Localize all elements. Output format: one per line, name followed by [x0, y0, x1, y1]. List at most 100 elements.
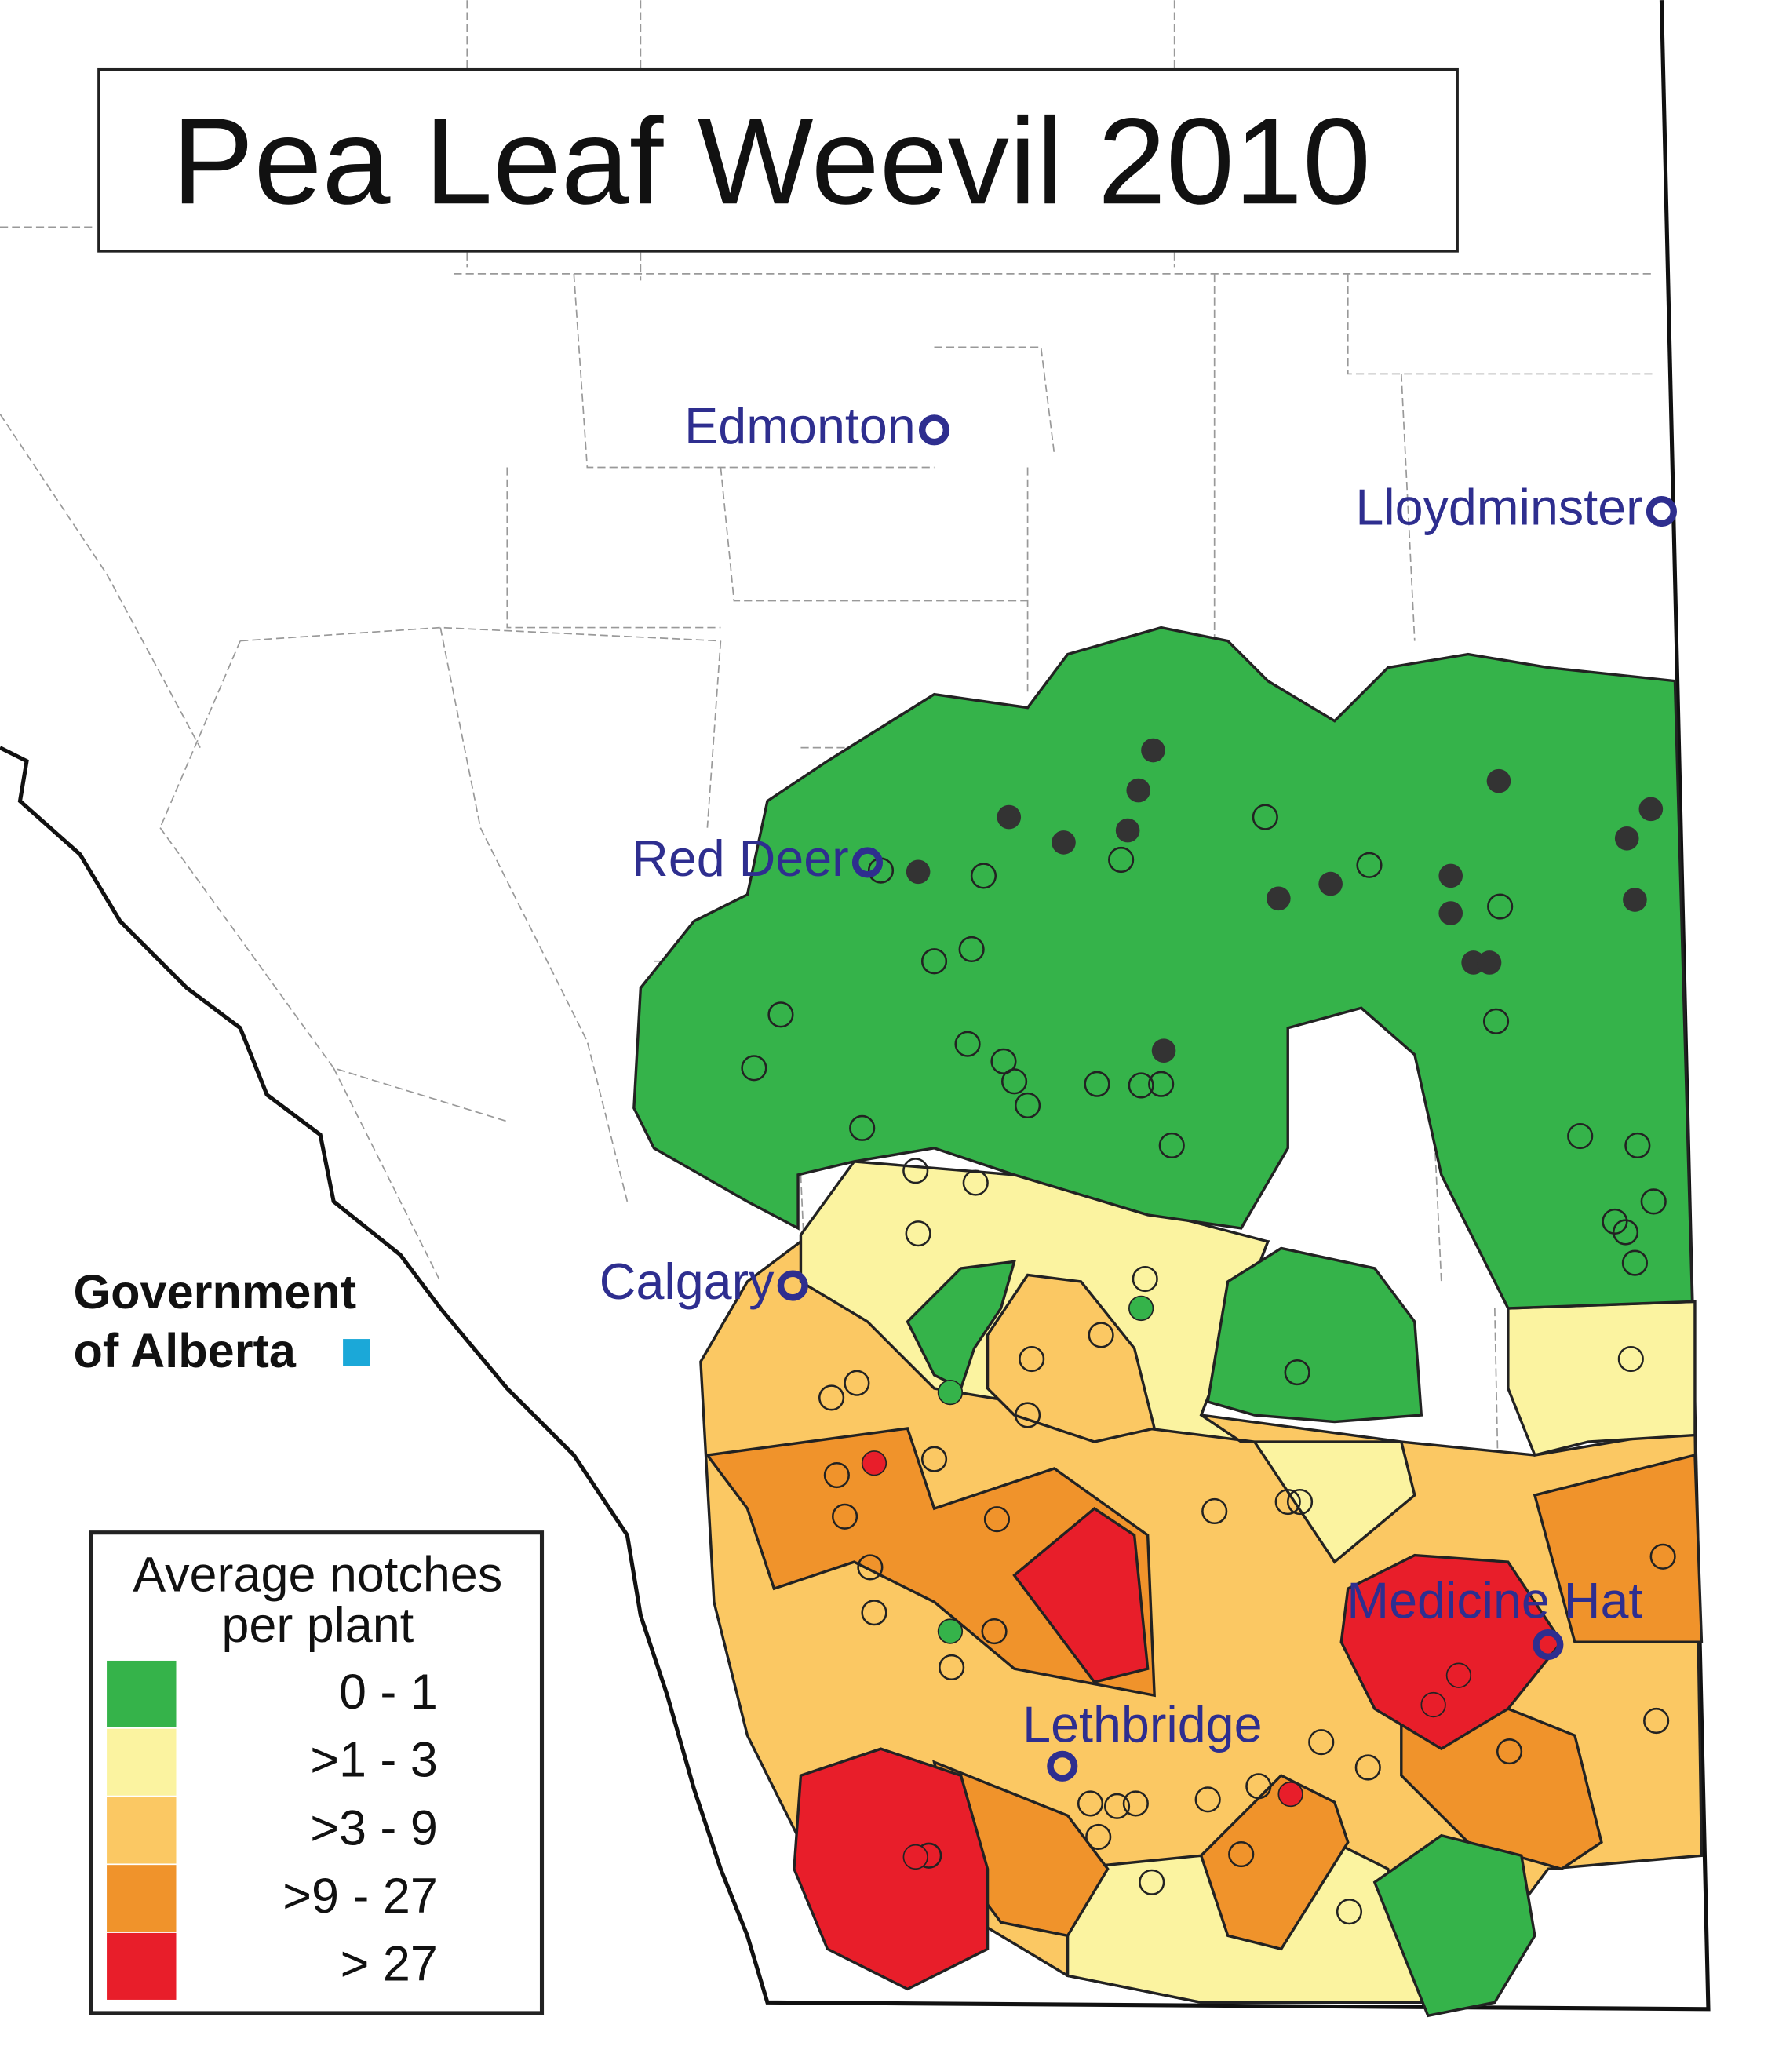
site [981, 1618, 1008, 1645]
site [962, 1169, 989, 1196]
site [861, 1450, 888, 1476]
site [1267, 886, 1291, 911]
city-label: Lloydminster [1355, 480, 1642, 536]
site [1308, 1729, 1335, 1756]
region [1372, 1833, 1536, 2018]
site [1318, 871, 1343, 896]
site [1624, 1132, 1651, 1159]
region [1533, 1453, 1704, 1643]
site [1014, 1402, 1041, 1428]
site [844, 1370, 870, 1396]
logo-flag [343, 1339, 370, 1366]
site [906, 859, 931, 885]
site [1132, 1265, 1158, 1293]
site [902, 1844, 928, 1870]
region [1206, 1246, 1423, 1424]
province-border [0, 0, 1711, 2012]
region [906, 1260, 1016, 1391]
site [1496, 1738, 1523, 1765]
site [902, 1158, 929, 1184]
site [1612, 1219, 1639, 1246]
city-marker [1047, 1750, 1078, 1782]
site [1602, 1208, 1628, 1235]
region [1507, 1300, 1697, 1457]
site [857, 1554, 884, 1581]
city-marker [918, 414, 950, 446]
site [1623, 888, 1647, 912]
site [954, 1031, 981, 1057]
city-marker [851, 847, 884, 878]
site [1438, 863, 1463, 888]
site [1194, 1786, 1221, 1813]
site [1088, 1322, 1114, 1348]
city-marker [1646, 496, 1677, 527]
city-marker [1533, 1629, 1564, 1661]
legend-title: per plant [221, 1598, 414, 1653]
site [1643, 1707, 1670, 1735]
legend-swatch [107, 1865, 177, 1932]
site [1277, 1781, 1303, 1808]
site [818, 1384, 845, 1411]
site [1201, 1497, 1228, 1525]
site [1274, 1488, 1301, 1516]
site [1438, 901, 1463, 925]
site [1487, 893, 1514, 920]
site [1148, 1071, 1175, 1097]
site [1445, 1662, 1472, 1688]
site [1115, 818, 1140, 843]
city-label: Lethbridge [1022, 1697, 1262, 1753]
site [1228, 1840, 1255, 1868]
site [1284, 1359, 1310, 1386]
logo-text: Government [74, 1265, 357, 1319]
survey-sites [741, 738, 1676, 1925]
region [1199, 1774, 1350, 1951]
legend-swatch [107, 1660, 177, 1727]
site [1000, 1068, 1028, 1095]
site [1108, 846, 1135, 874]
site [1128, 1295, 1154, 1322]
site [1084, 1071, 1110, 1097]
site [1122, 1790, 1149, 1817]
legend-label: >3 - 9 [310, 1800, 438, 1855]
site [1019, 1345, 1045, 1373]
legend-label: >1 - 3 [310, 1733, 438, 1788]
region [1012, 1506, 1150, 1684]
site [1486, 768, 1511, 793]
city-label: Medicine Hat [1347, 1573, 1642, 1629]
legend-swatch [107, 1728, 177, 1796]
site [920, 948, 948, 975]
legend-title: Average notches [133, 1548, 502, 1603]
regions [632, 626, 1704, 2018]
site [1482, 1008, 1510, 1034]
site [958, 936, 985, 963]
city-label: Edmonton [684, 398, 916, 454]
site [1638, 797, 1664, 822]
site [997, 804, 1022, 830]
site [970, 863, 997, 889]
region [1339, 1553, 1563, 1751]
site [1640, 1188, 1667, 1215]
site [1151, 1038, 1176, 1063]
site [1085, 1823, 1112, 1851]
site [905, 1220, 931, 1247]
cities: Edmonton Lloydminster Red Deer Calgary Medic… [600, 398, 1677, 1782]
site [990, 1048, 1017, 1074]
site [1286, 1488, 1314, 1516]
site [849, 1114, 876, 1141]
site [983, 1506, 1011, 1533]
site [1567, 1122, 1594, 1150]
city-marker [777, 1270, 808, 1301]
site [1614, 826, 1639, 851]
site [1077, 1790, 1104, 1817]
site [831, 1503, 858, 1530]
site [1126, 778, 1151, 803]
site [1477, 950, 1502, 975]
site [1245, 1773, 1272, 1800]
site [861, 1600, 888, 1626]
site [1052, 830, 1076, 855]
site [937, 1618, 964, 1644]
city-label: Calgary [600, 1253, 775, 1310]
site [1141, 738, 1165, 763]
city-label: Red Deer [632, 830, 849, 887]
